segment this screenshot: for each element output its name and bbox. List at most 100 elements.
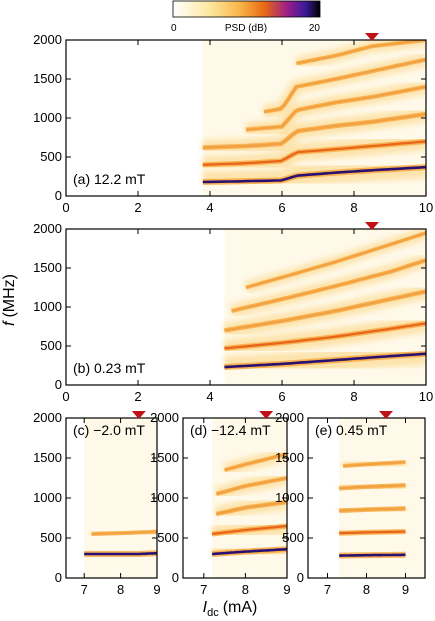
mode-line-2 <box>202 113 426 149</box>
x-tick-label: 8 <box>350 200 357 215</box>
mode-line-4 <box>263 58 426 113</box>
y-tick-label: 1500 <box>33 450 62 465</box>
x-tick-label: 7 <box>324 582 331 597</box>
mode-line-4 <box>343 461 406 467</box>
plot-area <box>183 418 287 578</box>
mode-line-3 <box>245 85 426 131</box>
x-tick-label: 8 <box>242 582 249 597</box>
x-tick-label: 9 <box>283 582 290 597</box>
y-tick-label: 500 <box>157 530 179 545</box>
mode-line-3 <box>231 259 426 312</box>
mode-line-4 <box>245 232 426 289</box>
panel-d: 0 500 1000 1500 2000 7 8 9 (d) −12.4 mT <box>150 410 291 597</box>
y-tick-label: 0 <box>297 570 304 585</box>
mode-line-3 <box>339 484 406 490</box>
y-tick-label: 1000 <box>33 110 62 125</box>
x-axis-label: Idc (mA) <box>203 599 258 619</box>
x-tick-label: 7 <box>200 582 207 597</box>
x-axis-label-symbol: I <box>203 599 208 616</box>
current-marker <box>131 411 146 419</box>
y-tick-label: 500 <box>40 338 62 353</box>
x-tick-label: 8 <box>117 582 124 597</box>
panel-label: (b) 0.23 mT <box>73 360 146 376</box>
x-tick-label: 4 <box>206 389 213 404</box>
y-tick-label: 1000 <box>33 490 62 505</box>
y-tick-label: 1500 <box>33 260 62 275</box>
mode-line-2 <box>216 501 287 515</box>
current-marker <box>259 411 274 419</box>
panel-b: 0 500 1000 1500 2000 0 2 4 6 8 10 (b) 0.23 mT <box>33 221 433 404</box>
x-tick-label: 2 <box>134 200 141 215</box>
mode-line-3 <box>216 477 287 495</box>
mode-line-1 <box>224 322 426 350</box>
panel-e: 0 500 1000 1500 2000 7 8 9 (e) 0.45 mT <box>275 410 426 597</box>
y-tick-label: 2000 <box>33 221 62 236</box>
current-marker <box>365 33 379 41</box>
x-tick-label: 8 <box>350 389 357 404</box>
x-tick-label: 7 <box>81 582 88 597</box>
mode-line-1 <box>339 530 406 535</box>
current-marker <box>365 222 379 230</box>
mode-line-0 <box>84 551 157 556</box>
mode-line-1 <box>91 530 157 535</box>
y-axis-label-symbol: f <box>1 320 18 326</box>
mode-line-4 <box>224 453 287 471</box>
colorbar-title: PSD (dB) <box>225 23 267 34</box>
panel-label: (c) −2.0 mT <box>73 422 145 438</box>
y-tick-label: 0 <box>55 377 62 392</box>
colorbar-gradient <box>172 0 321 18</box>
panel-c: 0 500 1000 1500 2000 7 8 9 (c) −2.0 mT <box>33 410 161 597</box>
mode-line-0 <box>212 547 287 556</box>
x-tick-label: 9 <box>402 582 409 597</box>
current-marker <box>379 411 393 419</box>
colorbar-max-label: 20 <box>309 23 321 34</box>
plot-area <box>66 418 157 578</box>
x-tick-label: 6 <box>278 200 285 215</box>
y-tick-label: 1000 <box>33 299 62 314</box>
x-tick-label: 10 <box>419 389 433 404</box>
y-tick-label: 1500 <box>275 450 304 465</box>
mode-line-1 <box>211 524 287 536</box>
plot-area <box>66 229 426 385</box>
panel-label: (e) 0.45 mT <box>315 422 388 438</box>
y-tick-label: 2000 <box>275 410 304 425</box>
panel-a: 0 500 1000 1500 2000 0 2 4 6 8 10 (a) 12.2 mT <box>33 32 433 215</box>
x-tick-label: 2 <box>134 389 141 404</box>
y-tick-label: 500 <box>40 530 62 545</box>
y-tick-label: 2000 <box>33 410 62 425</box>
y-tick-label: 0 <box>55 570 62 585</box>
x-tick-label: 8 <box>363 582 370 597</box>
x-axis-label-unit: (mA) <box>223 599 258 616</box>
y-tick-label: 500 <box>40 149 62 164</box>
x-tick-label: 6 <box>278 389 285 404</box>
y-tick-label: 1500 <box>150 450 179 465</box>
colorbar-min-label: 0 <box>171 23 177 34</box>
mode-line-2 <box>339 507 406 512</box>
y-tick-label: 0 <box>55 188 62 203</box>
y-tick-label: 2000 <box>33 32 62 47</box>
panel-label: (d) −12.4 mT <box>190 422 271 438</box>
y-axis-label-unit: (MHz) <box>1 274 18 318</box>
x-axis-label-subscript: dc <box>207 607 219 619</box>
y-axis-label: f (MHz) <box>1 274 18 326</box>
mode-line-0 <box>339 553 406 557</box>
mode-line-2 <box>224 290 426 332</box>
y-tick-label: 1000 <box>275 490 304 505</box>
plot-area <box>66 40 426 196</box>
y-tick-label: 500 <box>282 530 304 545</box>
x-tick-label: 0 <box>62 389 69 404</box>
x-tick-label: 9 <box>153 582 160 597</box>
x-tick-label: 10 <box>419 200 433 215</box>
y-tick-label: 2000 <box>150 410 179 425</box>
y-tick-label: 1500 <box>33 71 62 86</box>
x-tick-label: 0 <box>62 200 69 215</box>
plot-area <box>308 418 425 578</box>
colorbar: 0 PSD (dB) 20 <box>171 0 321 34</box>
mode-line-0 <box>202 165 426 184</box>
x-tick-label: 4 <box>206 200 213 215</box>
panel-label: (a) 12.2 mT <box>73 171 146 187</box>
mode-line-5 <box>296 40 426 65</box>
mode-line-0 <box>224 352 426 369</box>
y-tick-label: 0 <box>172 570 179 585</box>
